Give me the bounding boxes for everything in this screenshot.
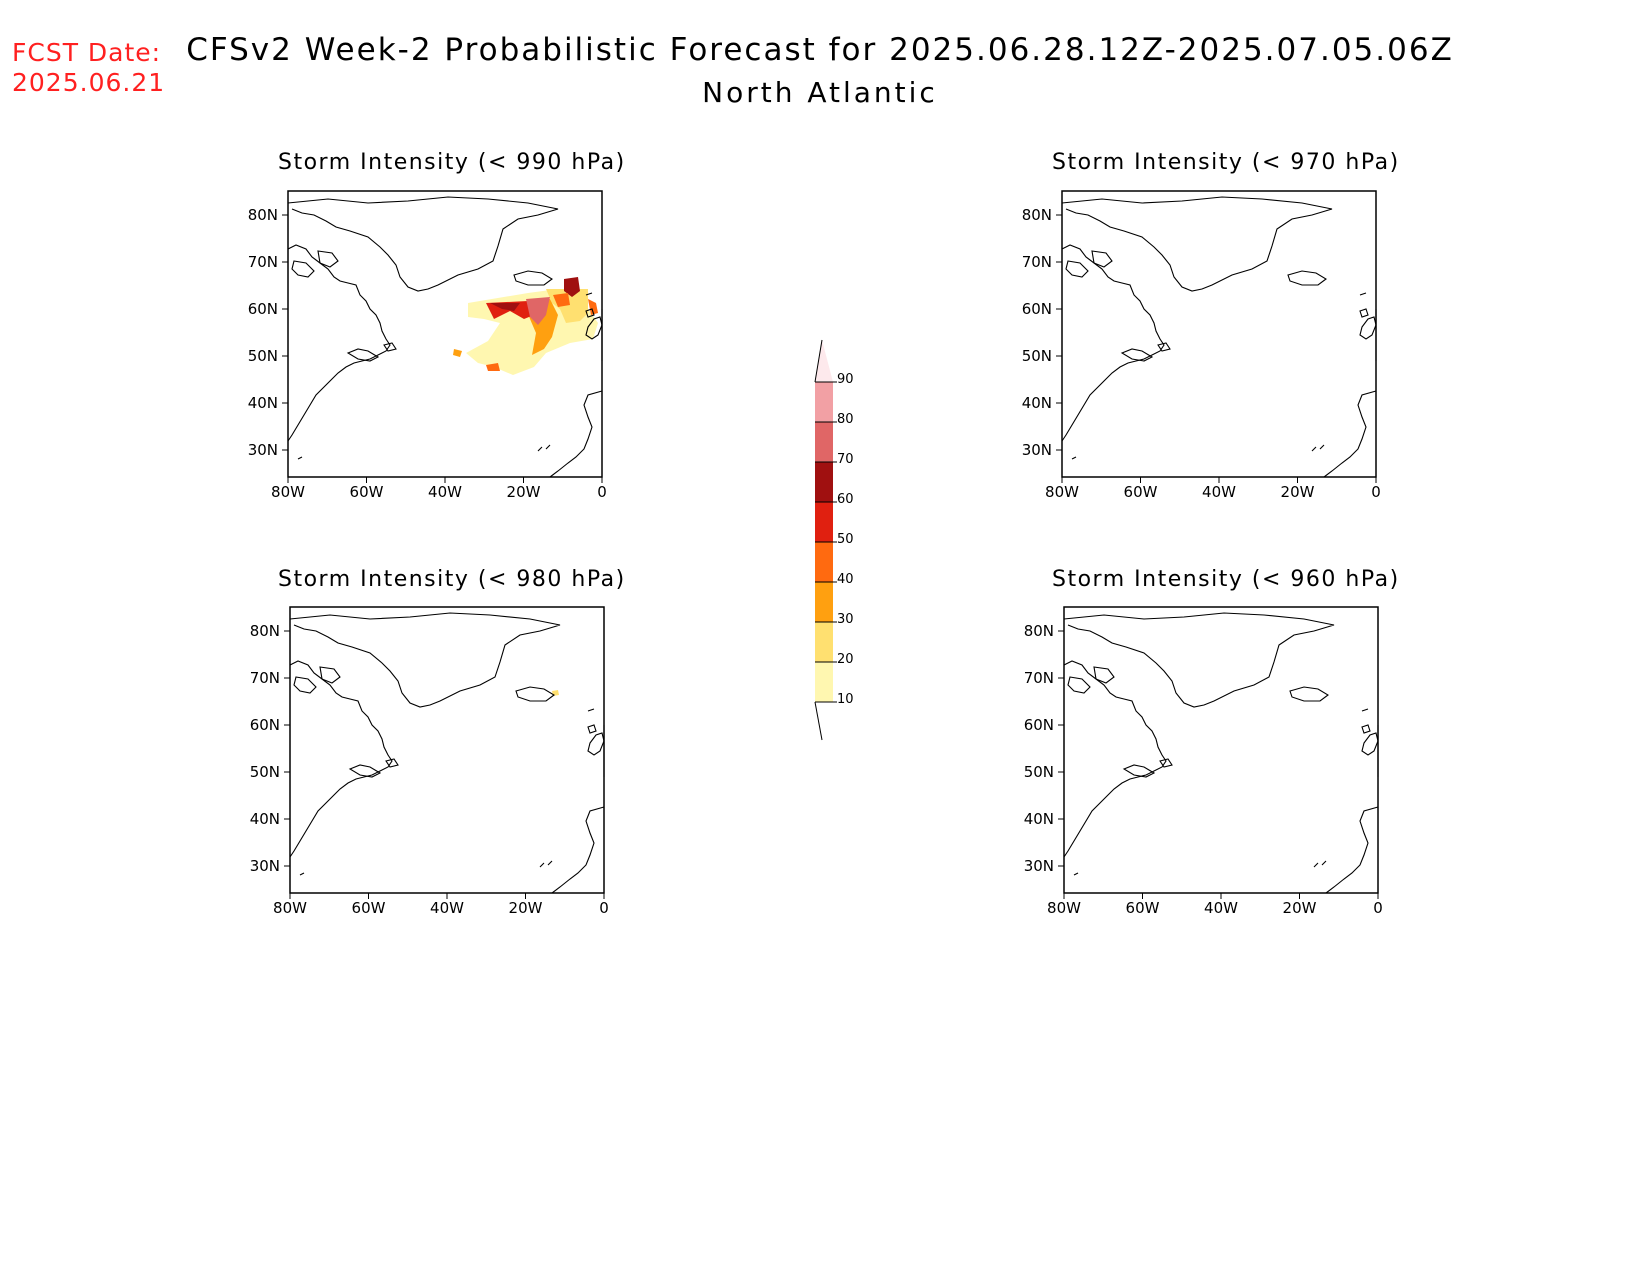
colorbar-top-edge — [814, 339, 823, 383]
colorbar-label: 50 — [837, 532, 854, 547]
lon-label-20w: 20W — [509, 899, 543, 917]
lon-label-80w: 80W — [1045, 483, 1079, 501]
map-frame — [289, 606, 605, 894]
coastline — [1063, 612, 1379, 894]
lon-label-80w: 80W — [273, 899, 307, 917]
colorbar-label: 40 — [837, 572, 854, 587]
lat-label-70n: 70N — [1022, 253, 1052, 271]
lat-label-60n: 60N — [250, 716, 280, 734]
map-frame — [1063, 606, 1379, 894]
lon-label-60w: 60W — [1124, 483, 1158, 501]
lat-label-70n: 70N — [1024, 669, 1054, 687]
lat-label-60n: 60N — [1024, 716, 1054, 734]
lon-label-80w: 80W — [271, 483, 305, 501]
lat-label-30n: 30N — [1022, 441, 1052, 459]
colorbar-swatch — [815, 462, 833, 502]
lat-label-80n: 80N — [248, 206, 278, 224]
lon-label-20w: 20W — [1281, 483, 1315, 501]
lat-label-30n: 30N — [248, 441, 278, 459]
map-panel-990: 80N 70N 60N 50N 40N 30N 80W 60W 40W 20W … — [248, 190, 607, 501]
lat-label-50n: 50N — [248, 347, 278, 365]
lat-label-40n: 40N — [1024, 810, 1054, 828]
lat-label-40n: 40N — [250, 810, 280, 828]
lat-label-30n: 30N — [250, 857, 280, 875]
lon-label-20w: 20W — [1283, 899, 1317, 917]
panel-title-960: Storm Intensity (< 960 hPa) — [1052, 567, 1400, 592]
lon-label-40w: 40W — [1204, 899, 1238, 917]
map-panel-960: 80N 70N 60N 50N 40N 30N 80W 60W 40W 20W … — [1024, 606, 1383, 917]
lon-label-40w: 40W — [1202, 483, 1236, 501]
colorbar-swatch — [815, 422, 833, 462]
colorbar-labels: 90 80 70 60 50 40 30 20 10 — [815, 372, 854, 707]
page-title: CFSv2 Week-2 Probabilistic Forecast for … — [186, 32, 1454, 68]
colorbar-top-tip — [815, 340, 833, 382]
colorbar: 90 80 70 60 50 40 30 20 10 — [814, 339, 854, 741]
lon-label-40w: 40W — [428, 483, 462, 501]
axis-ticks — [282, 214, 603, 483]
colorbar-label: 30 — [837, 612, 854, 627]
colorbar-label: 80 — [837, 412, 854, 427]
axis-ticks — [1058, 630, 1379, 899]
lat-label-80n: 80N — [1024, 622, 1054, 640]
coastline — [289, 612, 605, 894]
lat-label-70n: 70N — [250, 669, 280, 687]
map-frame — [1061, 190, 1377, 478]
colorbar-label: 10 — [837, 692, 854, 707]
panel-title-980: Storm Intensity (< 980 hPa) — [278, 567, 626, 592]
lon-label-0: 0 — [1371, 483, 1381, 501]
colorbar-label: 20 — [837, 652, 854, 667]
lon-label-60w: 60W — [1126, 899, 1160, 917]
forecast-date-value: 2025.06.21 — [12, 68, 166, 97]
panel-title-990: Storm Intensity (< 990 hPa) — [278, 150, 626, 175]
lat-label-60n: 60N — [248, 300, 278, 318]
colorbar-swatch — [815, 542, 833, 582]
colorbar-label: 60 — [837, 492, 854, 507]
lon-label-60w: 60W — [350, 483, 384, 501]
colorbar-label: 90 — [837, 372, 854, 387]
page-subtitle: North Atlantic — [702, 76, 938, 109]
lat-label-40n: 40N — [1022, 394, 1052, 412]
panel-title-970: Storm Intensity (< 970 hPa) — [1052, 150, 1400, 175]
lat-label-50n: 50N — [250, 763, 280, 781]
lat-label-50n: 50N — [1022, 347, 1052, 365]
colorbar-swatch — [815, 582, 833, 622]
axis-ticks — [284, 630, 605, 899]
coastline — [287, 196, 603, 478]
colorbar-swatches — [814, 339, 833, 741]
forecast-date-label: FCST Date: 2025.06.21 — [12, 38, 165, 98]
coastline — [1061, 196, 1377, 478]
colorbar-swatch — [815, 502, 833, 542]
lat-label-60n: 60N — [1022, 300, 1052, 318]
map-panel-970: 80N 70N 60N 50N 40N 30N 80W 60W 40W 20W … — [1022, 190, 1381, 501]
lon-label-40w: 40W — [430, 899, 464, 917]
colorbar-swatch — [815, 382, 833, 422]
colorbar-swatch — [815, 662, 833, 702]
lat-label-50n: 50N — [1024, 763, 1054, 781]
lat-label-70n: 70N — [248, 253, 278, 271]
lat-label-80n: 80N — [1022, 206, 1052, 224]
lon-label-0: 0 — [599, 899, 609, 917]
colorbar-swatch — [815, 622, 833, 662]
lon-label-80w: 80W — [1047, 899, 1081, 917]
axis-ticks — [1056, 214, 1377, 483]
map-panel-980: 80N 70N 60N 50N 40N 30N 80W 60W 40W 20W … — [250, 606, 609, 917]
lat-label-30n: 30N — [1024, 857, 1054, 875]
lat-label-40n: 40N — [248, 394, 278, 412]
lon-label-20w: 20W — [507, 483, 541, 501]
colorbar-label: 70 — [837, 452, 854, 467]
lon-label-60w: 60W — [352, 899, 386, 917]
lon-label-0: 0 — [597, 483, 607, 501]
forecast-date-caption: FCST Date: — [12, 38, 162, 67]
lat-label-80n: 80N — [250, 622, 280, 640]
lon-label-0: 0 — [1373, 899, 1383, 917]
colorbar-bottom-edge — [814, 701, 823, 741]
probability-shading — [453, 277, 598, 375]
